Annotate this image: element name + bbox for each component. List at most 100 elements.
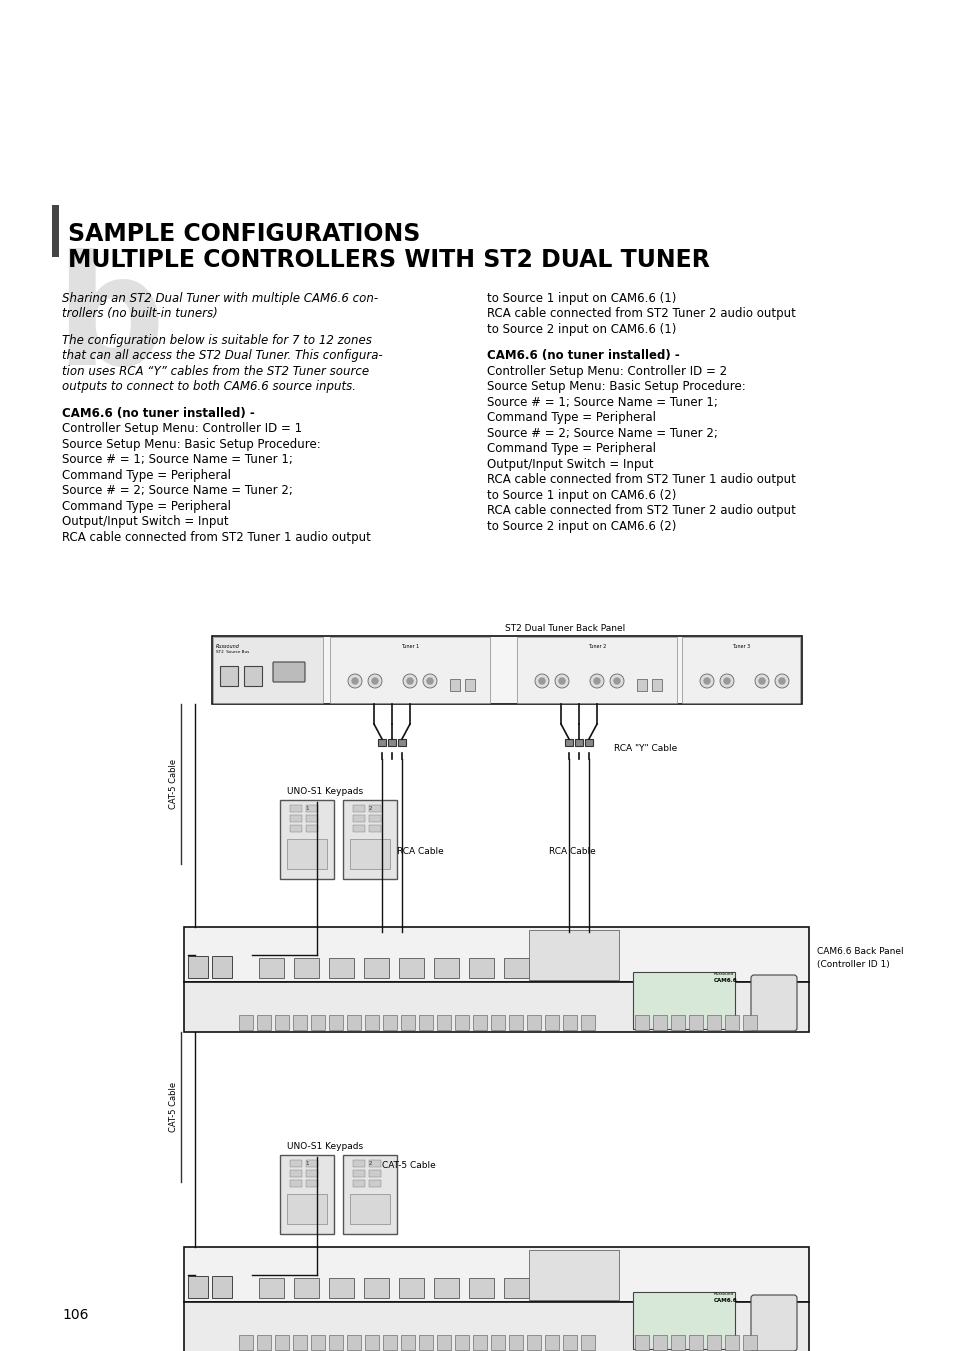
Text: 106: 106 [62,1308,89,1323]
FancyBboxPatch shape [398,1278,423,1298]
Text: outputs to connect to both CAM6.6 source inputs.: outputs to connect to both CAM6.6 source… [62,381,355,393]
Circle shape [352,678,357,684]
Text: Controller Setup Menu: Controller ID = 1: Controller Setup Menu: Controller ID = 1 [62,423,302,435]
Circle shape [402,674,416,688]
Circle shape [538,678,544,684]
FancyBboxPatch shape [213,638,323,703]
Text: 2: 2 [368,807,372,811]
FancyBboxPatch shape [220,666,237,686]
Text: 2: 2 [368,1161,372,1166]
Text: ST2 Dual Tuner Back Panel: ST2 Dual Tuner Back Panel [504,624,624,634]
Text: b: b [55,249,164,397]
FancyBboxPatch shape [652,1015,666,1029]
FancyBboxPatch shape [633,971,734,1029]
Circle shape [700,674,713,688]
FancyBboxPatch shape [369,815,380,821]
Text: SAMPLE CONFIGURATIONS: SAMPLE CONFIGURATIONS [68,222,420,246]
FancyBboxPatch shape [347,1015,360,1029]
Circle shape [720,674,733,688]
FancyBboxPatch shape [365,1015,378,1029]
Circle shape [558,678,564,684]
Circle shape [754,674,768,688]
FancyBboxPatch shape [369,1170,380,1177]
FancyBboxPatch shape [724,1335,739,1350]
FancyBboxPatch shape [273,662,305,682]
Circle shape [555,674,568,688]
FancyBboxPatch shape [491,1015,504,1029]
Text: MULTIPLE CONTROLLERS WITH ST2 DUAL TUNER: MULTIPLE CONTROLLERS WITH ST2 DUAL TUNER [68,249,709,272]
Text: RCA cable connected from ST2 Tuner 1 audio output: RCA cable connected from ST2 Tuner 1 aud… [62,531,371,543]
FancyBboxPatch shape [290,815,302,821]
FancyBboxPatch shape [306,1170,317,1177]
FancyBboxPatch shape [329,1335,343,1350]
FancyBboxPatch shape [706,1015,720,1029]
Text: CAT-5 Cable: CAT-5 Cable [381,1161,436,1170]
FancyBboxPatch shape [188,1275,208,1298]
FancyBboxPatch shape [400,1335,415,1350]
FancyBboxPatch shape [450,680,459,690]
Text: CAM6.6 (no tuner installed) -: CAM6.6 (no tuner installed) - [62,407,254,420]
FancyBboxPatch shape [353,1170,365,1177]
Text: Command Type = Peripheral: Command Type = Peripheral [486,411,656,424]
FancyBboxPatch shape [529,1250,618,1300]
FancyBboxPatch shape [364,1278,389,1298]
Circle shape [774,674,788,688]
FancyBboxPatch shape [635,1015,648,1029]
FancyBboxPatch shape [369,825,380,832]
Text: Controller Setup Menu: Controller ID = 2: Controller Setup Menu: Controller ID = 2 [486,365,726,378]
Circle shape [427,678,433,684]
FancyBboxPatch shape [635,1335,648,1350]
Circle shape [594,678,599,684]
Text: Source Setup Menu: Basic Setup Procedure:: Source Setup Menu: Basic Setup Procedure… [486,381,745,393]
FancyBboxPatch shape [258,958,284,978]
FancyBboxPatch shape [503,1278,529,1298]
Text: RCA cable connected from ST2 Tuner 2 audio output: RCA cable connected from ST2 Tuner 2 aud… [486,308,795,320]
Text: that can all access the ST2 Dual Tuner. This configura-: that can all access the ST2 Dual Tuner. … [62,350,382,362]
FancyBboxPatch shape [509,1015,522,1029]
FancyBboxPatch shape [580,1015,595,1029]
Text: UNO-S1 Keypads: UNO-S1 Keypads [287,1142,363,1151]
FancyBboxPatch shape [724,1015,739,1029]
FancyBboxPatch shape [364,958,389,978]
FancyBboxPatch shape [526,1015,540,1029]
FancyBboxPatch shape [436,1015,451,1029]
FancyBboxPatch shape [239,1335,253,1350]
FancyBboxPatch shape [434,958,458,978]
FancyBboxPatch shape [469,1278,494,1298]
FancyBboxPatch shape [306,805,317,812]
FancyBboxPatch shape [529,929,618,979]
FancyBboxPatch shape [670,1335,684,1350]
FancyBboxPatch shape [329,958,354,978]
FancyBboxPatch shape [436,1335,451,1350]
FancyBboxPatch shape [688,1015,702,1029]
FancyBboxPatch shape [350,1194,390,1224]
FancyBboxPatch shape [343,1155,396,1233]
FancyBboxPatch shape [52,205,59,257]
Circle shape [372,678,377,684]
FancyBboxPatch shape [290,1161,302,1167]
FancyBboxPatch shape [369,1179,380,1188]
Text: RCA Cable: RCA Cable [548,847,595,857]
FancyBboxPatch shape [212,1275,232,1298]
Text: The configuration below is suitable for 7 to 12 zones: The configuration below is suitable for … [62,334,372,347]
Circle shape [368,674,381,688]
Text: ST2  Source Bus: ST2 Source Bus [215,650,249,654]
Text: Source Setup Menu: Basic Setup Procedure:: Source Setup Menu: Basic Setup Procedure… [62,438,320,451]
Text: to Source 1 input on CAM6.6 (2): to Source 1 input on CAM6.6 (2) [486,489,676,501]
FancyBboxPatch shape [418,1015,433,1029]
FancyBboxPatch shape [750,1296,796,1351]
Text: 1: 1 [305,807,309,811]
FancyBboxPatch shape [544,1335,558,1350]
Text: Source # = 2; Source Name = Tuner 2;: Source # = 2; Source Name = Tuner 2; [62,484,293,497]
Text: to Source 2 input on CAM6.6 (1): to Source 2 input on CAM6.6 (1) [486,323,676,336]
FancyBboxPatch shape [184,982,808,1032]
FancyBboxPatch shape [343,800,396,880]
FancyBboxPatch shape [562,1015,577,1029]
FancyBboxPatch shape [564,739,573,746]
FancyBboxPatch shape [311,1015,325,1029]
FancyBboxPatch shape [750,975,796,1031]
Text: CAM6.6 (no tuner installed) -: CAM6.6 (no tuner installed) - [486,350,679,362]
FancyBboxPatch shape [329,1278,354,1298]
FancyBboxPatch shape [353,1161,365,1167]
Text: trollers (no built-in tuners): trollers (no built-in tuners) [62,308,217,320]
